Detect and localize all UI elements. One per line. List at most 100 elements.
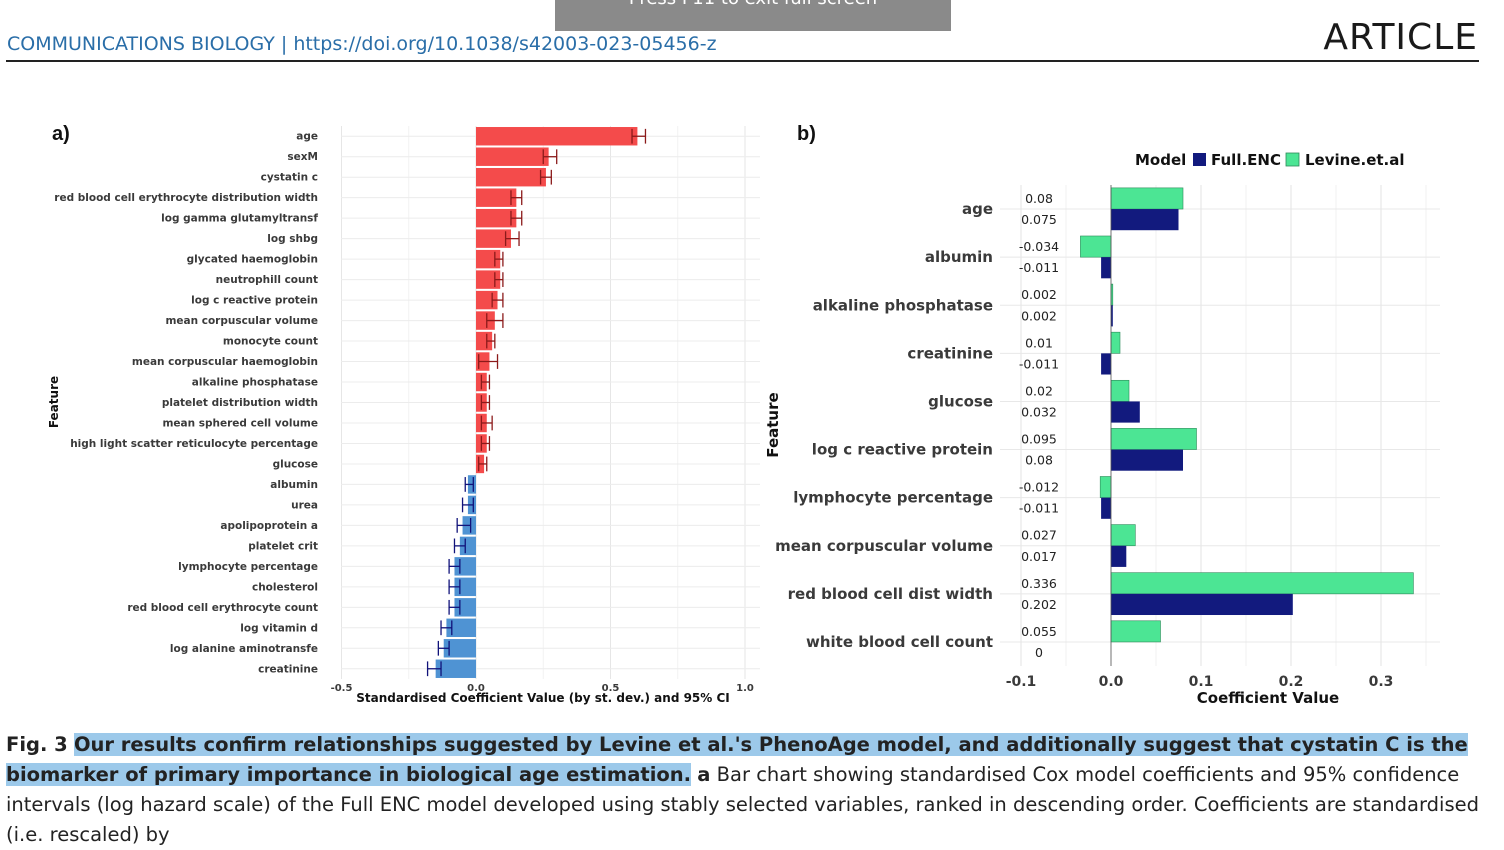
bar-cystatin-c [476,167,546,187]
tick-label-feature: monocyte count [223,336,318,348]
bar-levine-mean-corpuscular-volume [1110,524,1136,547]
bar-levine-red-blood-cell-dist-width [1110,572,1414,595]
tick-label-feature: neutrophill count [216,274,318,286]
bar-log-gamma-glutamyltransf [476,208,517,228]
tick-label-feature: log vitamin d [240,622,318,634]
figure-caption: Fig. 3 Our results confirm relationships… [6,730,1481,850]
x-tick-label: 0.5 [602,683,620,694]
bar-log-shbg [476,229,511,248]
tick-label-feature: platelet crit [248,540,318,552]
tick-label-feature: glucose [273,458,318,470]
data-label-levine: 0.027 [1021,528,1057,543]
tick-label-category: white blood cell count [806,633,993,651]
data-label-levine: 0.095 [1021,431,1057,446]
bar-age [476,127,638,146]
tick-label-feature: log shbg [267,233,318,245]
tick-label-feature: log c reactive protein [191,295,318,307]
header-divider [6,60,1479,62]
bar-full-enc-age [1111,209,1179,231]
tick-label-category: albumin [925,248,993,266]
legend-title: Model [1135,151,1186,169]
tick-label-feature: red blood cell erythrocyte distribution … [54,192,318,204]
legend-swatch-full-enc [1193,153,1206,166]
x-axis-title: Coefficient Value [1197,689,1339,707]
tick-label-category: age [962,200,993,218]
bar-levine-lymphocyte-percentage [1099,476,1112,498]
tick-label-feature: mean corpuscular volume [165,315,318,327]
data-label-full-enc: 0.032 [1021,405,1057,420]
bar-full-enc-red-blood-cell-dist-width [1111,593,1293,616]
data-label-levine: 0.08 [1025,191,1053,206]
data-label-full-enc: 0.08 [1025,453,1053,468]
panel-b-label: b) [797,123,816,145]
tick-label-category: log c reactive protein [812,441,993,459]
data-label-levine: -0.012 [1019,480,1059,495]
tick-label-feature: sexM [287,151,318,163]
data-label-full-enc: 0.017 [1021,549,1057,564]
bar-full-enc-glucose [1111,401,1140,423]
data-label-levine: -0.034 [1019,239,1059,254]
bar-full-enc-alkaline-phosphatase [1111,305,1113,327]
x-tick-label: 0.0 [1099,674,1124,690]
bar-platelet-crit [459,536,476,556]
bar-full-enc-albumin [1101,257,1111,279]
bar-levine-white-blood-cell-count [1110,620,1161,643]
data-label-levine: 0.02 [1025,383,1053,398]
tick-label-category: mean corpuscular volume [775,537,993,555]
tick-label-feature: glycated haemoglobin [187,254,318,266]
data-label-levine: 0.002 [1021,287,1057,302]
tick-label-feature: cholesterol [252,581,318,593]
tick-label-feature: creatinine [258,663,318,675]
tick-label-feature: albumin [270,479,318,491]
tick-label-feature: red blood cell erythrocyte count [127,602,318,614]
bar-levine-albumin [1080,235,1112,258]
bar-levine-age [1110,187,1184,210]
bar-sexM [476,147,549,166]
chart-a: age sexM cystatin c red blood cell erythroc… [47,126,760,705]
tick-label-category: red blood cell dist width [788,585,993,603]
data-label-full-enc: 0.002 [1021,308,1057,323]
x-tick-label: -0.1 [1006,674,1037,690]
bar-full-enc-mean-corpuscular-volume [1111,545,1127,567]
legend-label-levine: Levine.et.al [1305,151,1405,169]
tick-label-category: alkaline phosphatase [813,296,993,314]
tick-label-category: lymphocyte percentage [793,489,993,507]
tick-label-feature: mean corpuscular haemoglobin [132,356,318,368]
tick-label-category: glucose [928,392,993,410]
bar-glycated-haemoglobin [476,249,501,269]
data-label-full-enc: -0.011 [1019,501,1059,516]
chart-b: 0.080.075age-0.034-0.011albumin0.0020.00… [764,151,1440,707]
legend-label-full-enc: Full.ENC [1211,151,1281,169]
bar-creatinine [435,659,476,678]
bar-full-enc-creatinine [1101,353,1111,375]
legend-swatch-levine [1285,152,1300,167]
tick-label-feature: log alanine aminotransfe [170,643,318,655]
bar-monocyte-count [476,331,493,351]
article-label: ARTICLE [1323,17,1478,58]
bar-levine-creatinine [1110,331,1121,354]
fullscreen-banner: Press F11 to exit full screen [555,0,951,31]
data-label-full-enc: 0.075 [1021,212,1057,227]
x-tick-label: 0.3 [1369,674,1394,690]
tick-label-feature: cystatin c [261,172,318,184]
tick-label-feature: platelet distribution width [162,397,318,409]
data-label-full-enc: -0.011 [1019,260,1059,275]
tick-label-feature: urea [291,499,318,511]
caption-subpanel-a: a [697,763,711,786]
fullscreen-banner-text: Press F11 to exit full screen [555,0,951,9]
bar-levine-glucose [1110,379,1130,402]
journal-header[interactable]: COMMUNICATIONS BIOLOGY | https://doi.org… [7,33,717,55]
x-tick-label: 1.0 [736,683,754,694]
tick-label-feature: high light scatter reticulocyte percenta… [70,438,318,450]
tick-label-feature: apolipoprotein a [220,520,318,532]
data-label-full-enc: 0.202 [1021,597,1057,612]
x-tick-label: 0.1 [1189,674,1214,690]
x-tick-label: 0.2 [1279,674,1304,690]
x-tick-label: -0.5 [331,683,353,694]
bar-log-alanine-aminotransfe [443,639,476,658]
bar-mean-corpuscular-volume [476,311,495,330]
bar-neutrophill-count [476,270,501,289]
bar-full-enc-lymphocyte-percentage [1101,497,1111,519]
y-axis-title: Feature [764,392,782,457]
x-axis-title: Standardised Coefficient Value (by st. d… [356,691,730,705]
